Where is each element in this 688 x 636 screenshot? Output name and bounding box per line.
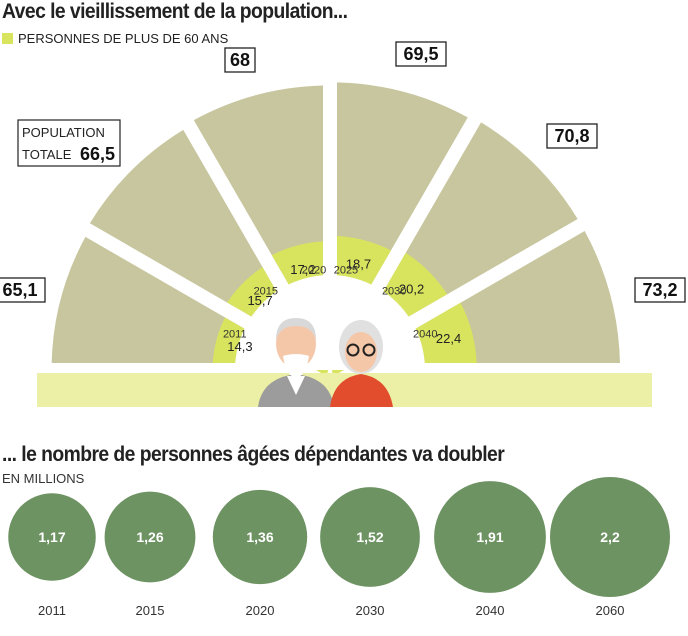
value-label-total-2030: 70,8 bbox=[554, 126, 589, 146]
bubble-value-2015: 1,26 bbox=[136, 529, 163, 545]
value-label-seniors-2030: 20,2 bbox=[399, 281, 424, 296]
bubble-2011 bbox=[8, 493, 96, 581]
value-label-seniors-2025: 18,7 bbox=[346, 257, 371, 272]
value-label-total-2025: 69,5 bbox=[403, 44, 438, 64]
bubble-year-2040: 2040 bbox=[476, 603, 505, 618]
woman-glasses-right-icon bbox=[362, 343, 376, 357]
bubble-value-2030: 1,52 bbox=[356, 529, 383, 545]
value-label-total-2015: 66,5 bbox=[80, 144, 115, 164]
man-hair-icon bbox=[276, 318, 316, 340]
year-label-2011: 2011 bbox=[223, 328, 247, 340]
section2-title: ... le nombre de personnes âgées dépenda… bbox=[2, 443, 505, 466]
year-label-2030: 2030 bbox=[382, 286, 406, 298]
man-beard-icon bbox=[283, 354, 309, 378]
value-box-total-2040 bbox=[634, 277, 686, 303]
year-label-2025: 2025 bbox=[334, 264, 358, 276]
year-label-2040: 2040 bbox=[413, 328, 437, 340]
value-box-total-2030 bbox=[546, 123, 598, 149]
pop-caption-line2: TOTALE bbox=[22, 147, 72, 162]
bubble-value-2060: 2,2 bbox=[600, 529, 620, 545]
value-label-seniors-2020: 17,2 bbox=[290, 262, 315, 277]
bubble-year-2011: 2011 bbox=[38, 603, 66, 618]
bubble-2020 bbox=[212, 489, 308, 585]
chart-title: Avec le vieillissement de la population.… bbox=[2, 0, 348, 23]
pop-caption-box bbox=[17, 119, 121, 167]
bubble-value-2040: 1,91 bbox=[476, 529, 503, 545]
year-label-2020: 2020 bbox=[302, 264, 326, 276]
value-box-total-2025 bbox=[395, 41, 447, 67]
value-box-total-2011 bbox=[0, 277, 46, 303]
bubble-year-2020: 2020 bbox=[246, 603, 275, 618]
value-label-total-2040: 73,2 bbox=[642, 280, 677, 300]
value-label-seniors-2015: 15,7 bbox=[247, 293, 272, 308]
value-label-total-2020: 68 bbox=[230, 50, 250, 70]
woman-glasses-left-icon bbox=[346, 343, 360, 357]
bubble-2015 bbox=[104, 491, 196, 583]
legend: PERSONNES DE PLUS DE 60 ANS bbox=[2, 31, 228, 46]
bubble-value-2020: 1,36 bbox=[246, 529, 273, 545]
bubble-year-2030: 2030 bbox=[356, 603, 385, 618]
bubble-2030 bbox=[320, 487, 420, 587]
value-label-total-2011: 65,1 bbox=[2, 280, 37, 300]
woman-body-icon bbox=[330, 374, 393, 407]
value-label-seniors-2011: 14,3 bbox=[227, 339, 252, 354]
bubble-2060 bbox=[550, 477, 670, 597]
bubble-year-2060: 2060 bbox=[596, 603, 625, 618]
man-collar-icon bbox=[287, 376, 305, 395]
bubble-2040 bbox=[434, 481, 546, 593]
bubble-year-2015: 2015 bbox=[136, 603, 165, 618]
woman-face-icon bbox=[345, 332, 377, 372]
bubble-value-2011: 1,17 bbox=[38, 529, 65, 545]
pop-caption-line1: POPULATION bbox=[22, 125, 105, 140]
legend-label-seniors: PERSONNES DE PLUS DE 60 ANS bbox=[18, 31, 229, 46]
value-label-seniors-2040: 22,4 bbox=[436, 331, 461, 346]
value-box-total-2020 bbox=[224, 47, 256, 73]
legend-swatch-seniors bbox=[2, 33, 13, 44]
unit-label: EN MILLIONS bbox=[2, 471, 85, 486]
year-label-2015: 2015 bbox=[254, 286, 278, 298]
